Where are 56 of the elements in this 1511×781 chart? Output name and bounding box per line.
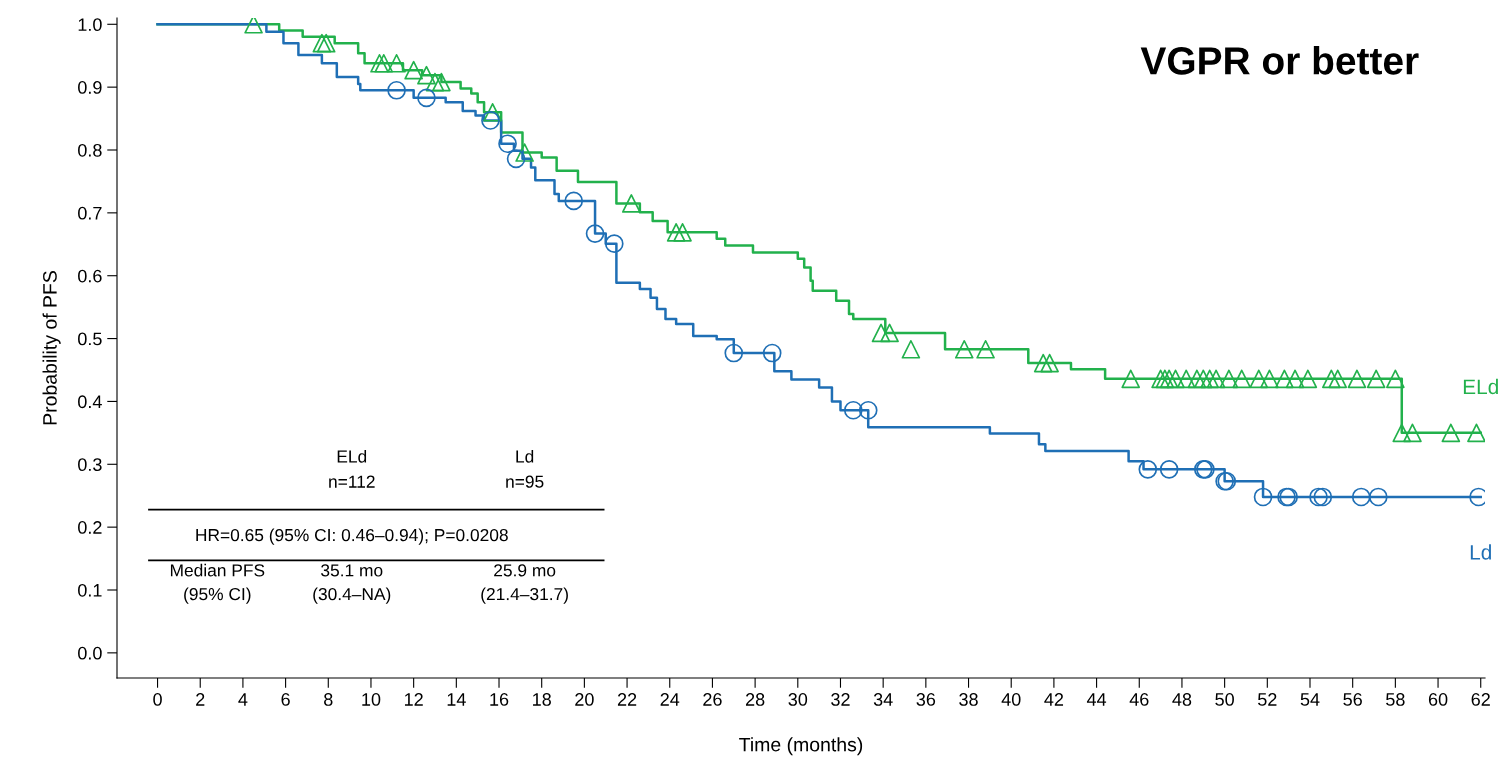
y-tick-label: 0.9 <box>78 81 102 94</box>
y-tick-label: 0.2 <box>78 521 102 534</box>
annotation: ELd <box>337 449 367 463</box>
series-label: ELd <box>1463 378 1498 395</box>
x-tick-label: 42 <box>1044 693 1064 706</box>
x-tick-label: 18 <box>533 693 551 706</box>
x-tick-label: 48 <box>1172 693 1192 706</box>
text: Ld <box>1470 544 1491 560</box>
y-tick-label: 0.6 <box>78 269 102 283</box>
y-tick-label: 0.0 <box>78 646 102 660</box>
annotation: n=95 <box>506 475 544 488</box>
x-tick-label: 38 <box>959 693 978 706</box>
x-tick-label: 16 <box>490 693 509 706</box>
x-tick-label: 2 <box>196 693 205 706</box>
x-tick-label: 32 <box>831 693 850 706</box>
x-tick-label: 44 <box>1086 693 1107 706</box>
x-tick-label: 28 <box>745 693 765 706</box>
x-tick-label: 50 <box>1215 693 1234 706</box>
x-tick-label: 24 <box>660 693 680 706</box>
y-tick-label: 0.8 <box>78 143 102 157</box>
x-tick-label: 20 <box>575 693 594 706</box>
x-tick-label: 12 <box>404 693 423 706</box>
x-tick-label: 22 <box>617 693 637 706</box>
x-tick-label: 8 <box>324 693 333 706</box>
text: VGPR or better <box>1140 46 1419 75</box>
y-tick-label: 0.7 <box>78 206 102 220</box>
annotation: Median PFS (95% CI) <box>170 563 265 604</box>
x-tick-label: 34 <box>873 693 893 706</box>
x-tick-label: 10 <box>362 693 381 706</box>
x-tick-label: 40 <box>1001 693 1021 706</box>
y-tick-label: 0.4 <box>78 395 102 409</box>
x-tick-label: 58 <box>1386 693 1405 706</box>
x-tick-label: 46 <box>1129 693 1149 706</box>
x-tick-label: 54 <box>1300 693 1320 706</box>
annotation: 35.1 mo (30.4–NA) <box>313 564 391 604</box>
annotation: Ld <box>516 449 534 463</box>
annotation: n=112 <box>329 475 375 488</box>
y-tick-label: 0.5 <box>78 332 102 346</box>
x-tick-label: 30 <box>788 693 808 706</box>
x-tick-label: 6 <box>281 693 290 706</box>
x-tick-label: 52 <box>1258 693 1277 706</box>
y-tick-label: 0.3 <box>78 458 102 472</box>
x-tick-label: 26 <box>703 693 722 706</box>
y-axis-title: Probability of PFS <box>42 271 61 425</box>
annotation: 25.9 mo (21.4–31.7) <box>481 564 568 604</box>
annotation: HR=0.65 (95% CI: 0.46–0.94); P=0.0208 <box>196 528 508 545</box>
x-tick-label: 14 <box>447 693 466 706</box>
x-tick-label: 62 <box>1471 693 1490 706</box>
y-tick-label: 0.1 <box>78 583 102 597</box>
x-tick-label: 60 <box>1428 693 1448 706</box>
x-tick-label: 4 <box>238 693 248 706</box>
x-tick-label: 0 <box>153 693 162 706</box>
x-axis-title: Time (months) <box>739 737 863 756</box>
x-tick-label: 56 <box>1343 693 1362 706</box>
x-tick-label: 36 <box>916 693 936 706</box>
y-tick-label: 1.0 <box>78 18 102 32</box>
